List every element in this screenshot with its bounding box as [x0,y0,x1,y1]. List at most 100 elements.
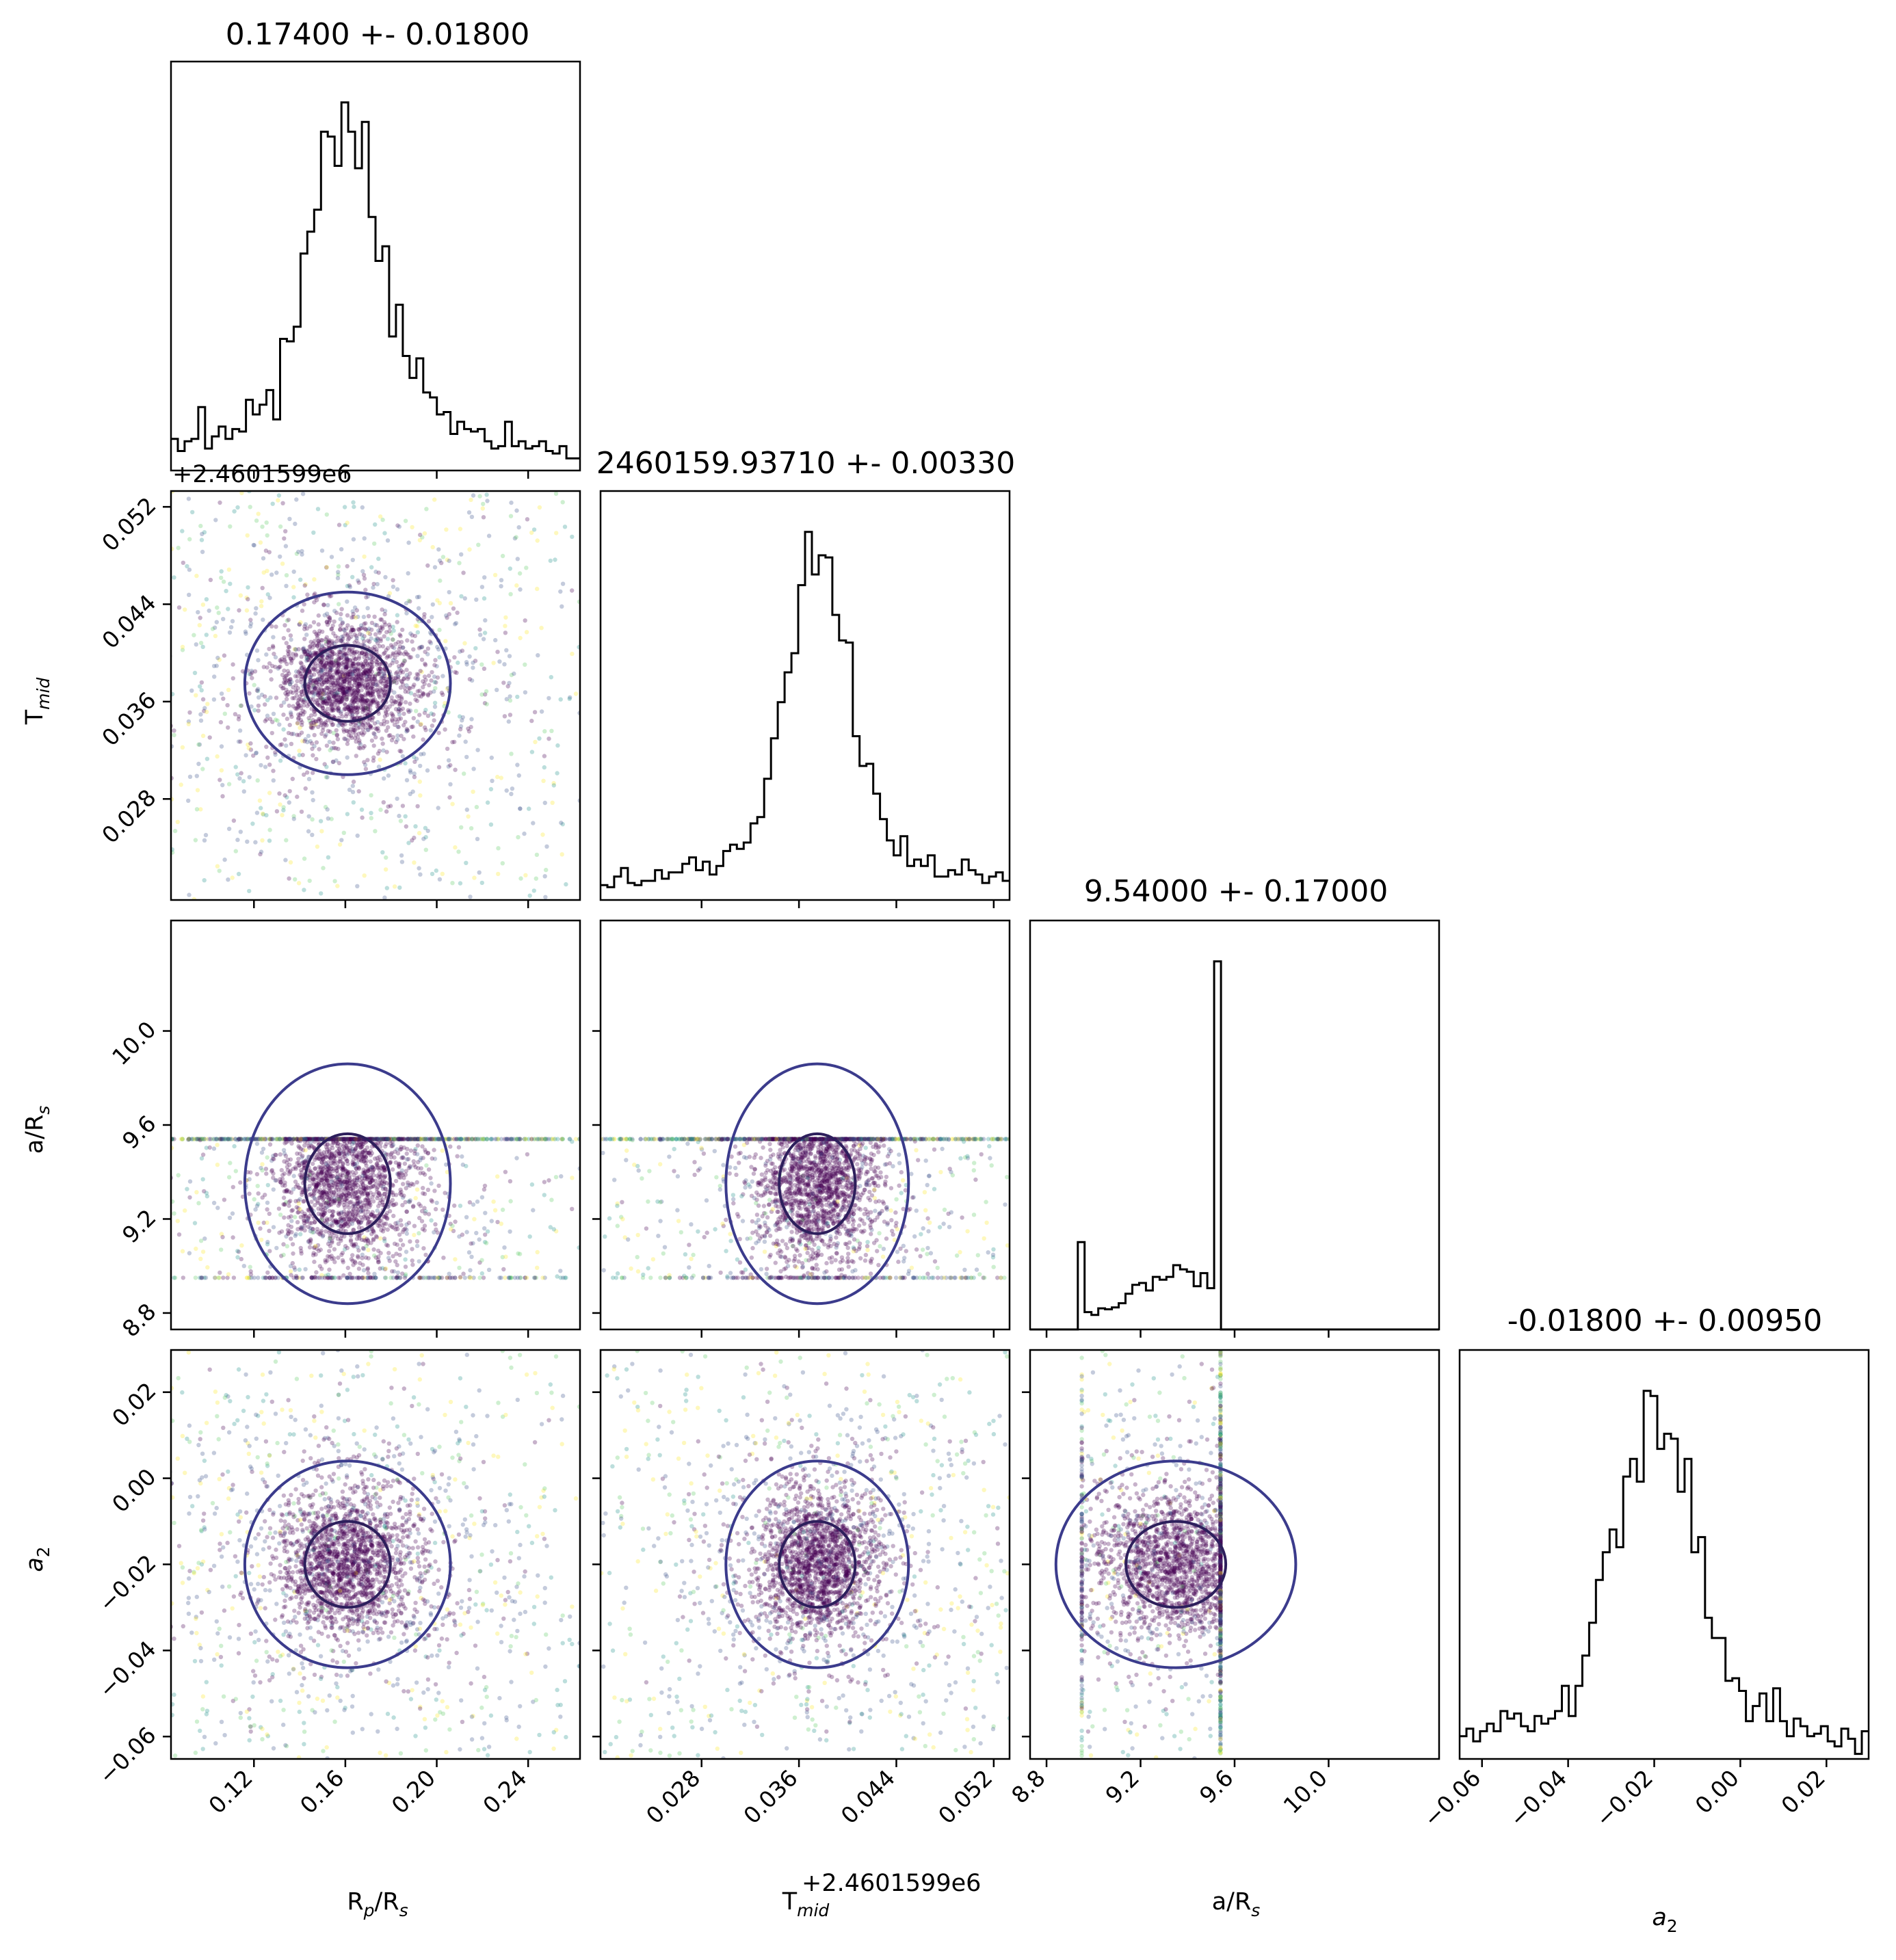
scatter-point [342,1137,347,1141]
scatter-point [306,1137,312,1141]
scatter-point [386,1251,391,1256]
scatter-point [239,1256,243,1262]
scatter-point [443,639,448,644]
scatter-point [324,685,329,690]
scatter-point [332,1275,337,1280]
scatter-point [384,655,389,660]
scatter-point [379,617,384,622]
scatter-point [408,1148,414,1153]
scatter-point [311,726,315,730]
scatter-point [282,793,287,798]
scatter-point [313,1187,318,1192]
scatter-point [319,1167,325,1173]
scatter-point [350,1137,355,1141]
scatter-point [401,1176,406,1180]
scatter-point [496,1137,501,1141]
scatter-point [224,589,228,594]
scatter-point [344,665,349,670]
scatter-point [237,1137,243,1141]
scatter-point [374,623,380,628]
scatter-point [336,1219,341,1224]
scatter-point [345,1265,350,1271]
scatter-point [364,1197,369,1203]
scatter-point [321,1182,327,1187]
scatter-point [328,1172,332,1178]
scatter-point [379,675,384,680]
scatter-point [392,690,397,695]
scatter-point [356,661,360,666]
scatter-point [288,633,293,638]
scatter-point [284,641,289,646]
scatter-point [419,644,425,649]
scatter-point [330,1256,334,1262]
scatter-point [284,1140,289,1145]
scatter-point [316,1206,321,1211]
scatter-point [406,1137,411,1141]
scatter-point [297,622,302,627]
scatter-point [273,1275,278,1280]
scatter-point [341,729,347,734]
scatter-point [313,1137,318,1141]
scatter-point [319,1160,324,1165]
scatter-point [253,611,258,616]
scatter-point [430,670,434,675]
scatter-point [342,1154,347,1158]
scatter-point [382,1187,388,1191]
scatter-point [356,668,361,674]
scatter-point [325,652,330,657]
scatter-point [387,1137,393,1141]
scatter-point [300,1137,306,1141]
scatter-point [341,652,346,658]
scatter-point [272,1156,276,1162]
scatter-point [345,1275,350,1280]
scatter-point [330,1214,334,1219]
scatter-point [319,1178,324,1183]
scatter-point [373,1156,378,1161]
scatter-point [360,1208,365,1213]
scatter-point [336,1219,341,1225]
scatter-point [400,754,405,759]
scatter-point [547,1137,551,1141]
scatter-point [412,860,417,865]
scatter-point [369,666,373,671]
scatter-point [368,703,373,708]
scatter-point [509,752,514,756]
scatter-point [347,680,352,685]
scatter-point [317,678,322,683]
scatter-point [301,1213,306,1219]
scatter-point [299,1176,304,1180]
scatter-point [417,713,422,717]
scatter-point [408,791,412,797]
scatter-point [410,789,415,794]
scatter-point [342,1137,347,1141]
scatter-point [368,1159,373,1164]
scatter-point [425,693,431,698]
scatter-point [350,1137,355,1141]
scatter-point [381,800,386,805]
scatter-point [550,1137,555,1141]
scatter-point [300,608,305,613]
scatter-point [230,1137,235,1141]
scatter-point [456,1137,460,1141]
scatter-point [330,1275,334,1280]
scatter-point [404,778,410,783]
scatter-point [376,1193,381,1198]
scatter-point [371,656,376,661]
scatter-point [204,633,209,637]
scatter-point [331,689,336,693]
scatter-point [297,1145,302,1150]
scatter-point [529,1137,534,1141]
scatter-point [362,622,367,626]
scatter-point [448,763,453,768]
scatter-point [297,622,302,626]
scatter-point [306,686,311,691]
scatter-point [347,1217,352,1222]
scatter-point [212,625,218,630]
scatter-point [263,719,267,724]
scatter-point [296,1206,301,1211]
scatter-point [337,669,341,674]
scatter-point [509,1137,514,1141]
scatter-point [293,521,298,527]
scatter-point [391,734,396,740]
scatter-point [392,722,397,728]
